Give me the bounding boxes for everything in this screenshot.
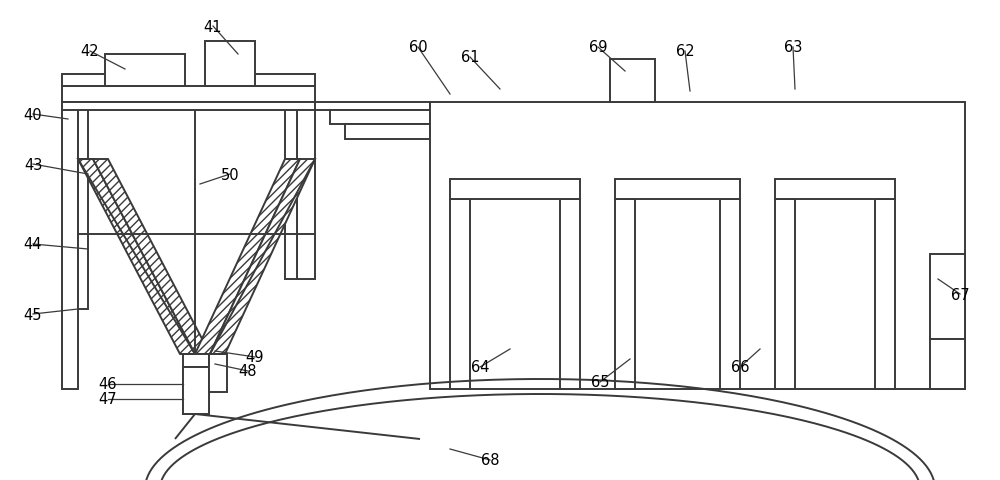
Text: 63: 63 <box>784 40 802 55</box>
Bar <box>615 200 635 389</box>
Text: 50: 50 <box>221 167 239 182</box>
Bar <box>240 75 315 87</box>
Bar <box>297 103 315 279</box>
Text: 48: 48 <box>239 364 257 379</box>
Bar <box>450 180 580 200</box>
Text: 64: 64 <box>471 360 489 375</box>
Bar <box>78 103 88 309</box>
Text: 68: 68 <box>481 453 499 468</box>
Text: 45: 45 <box>24 307 42 322</box>
Bar <box>775 180 895 200</box>
Bar <box>875 200 895 389</box>
Text: 40: 40 <box>24 107 42 122</box>
Text: 65: 65 <box>591 375 609 390</box>
Bar <box>183 367 209 414</box>
Text: 62: 62 <box>676 45 694 60</box>
Polygon shape <box>93 160 210 354</box>
Bar <box>720 200 740 389</box>
Bar <box>450 200 470 389</box>
Bar <box>285 103 297 279</box>
Bar <box>930 339 965 389</box>
Text: 46: 46 <box>99 377 117 392</box>
Text: 43: 43 <box>24 157 42 172</box>
Bar <box>345 125 430 140</box>
Bar <box>560 200 580 389</box>
Text: 47: 47 <box>99 392 117 407</box>
Bar <box>430 103 965 389</box>
Bar <box>209 354 227 392</box>
Text: 69: 69 <box>589 40 607 55</box>
Text: 60: 60 <box>409 40 427 55</box>
Bar <box>105 55 185 87</box>
Text: 49: 49 <box>246 350 264 365</box>
Polygon shape <box>195 160 300 354</box>
Polygon shape <box>78 160 195 354</box>
Bar <box>205 42 255 87</box>
Bar <box>62 103 78 389</box>
Text: 66: 66 <box>731 360 749 375</box>
Bar <box>62 87 315 103</box>
Bar <box>183 354 209 367</box>
Bar <box>615 180 740 200</box>
Bar <box>775 200 795 389</box>
Bar <box>330 111 430 125</box>
Polygon shape <box>183 367 209 414</box>
Text: 42: 42 <box>81 45 99 60</box>
Polygon shape <box>210 160 315 354</box>
Bar <box>930 254 965 339</box>
Text: 61: 61 <box>461 50 479 65</box>
Text: 41: 41 <box>204 20 222 35</box>
Text: 44: 44 <box>24 237 42 252</box>
Bar <box>315 103 430 111</box>
Bar <box>62 103 315 111</box>
Bar <box>62 75 120 87</box>
Text: 67: 67 <box>951 287 969 302</box>
Bar <box>610 60 655 103</box>
